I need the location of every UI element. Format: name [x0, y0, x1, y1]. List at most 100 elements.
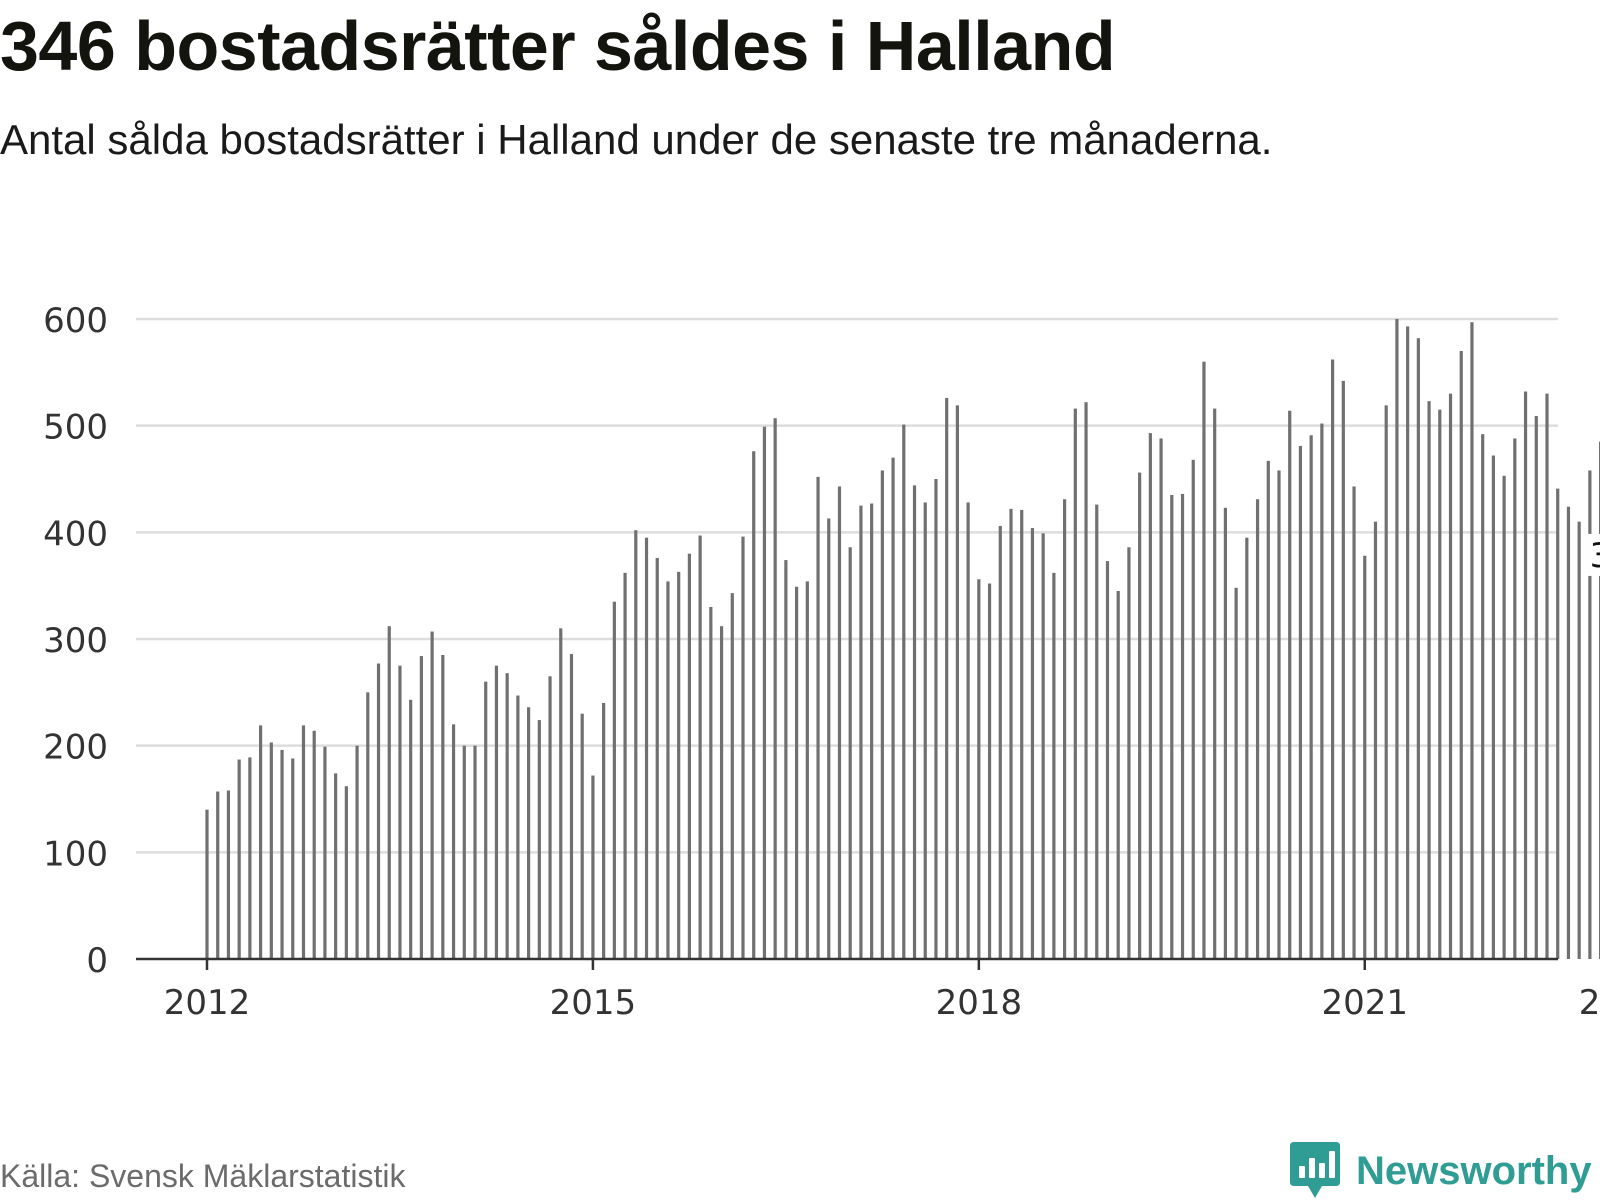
bar [998, 525, 1002, 959]
bar [795, 586, 799, 959]
bar [1116, 590, 1120, 959]
bar [623, 572, 627, 959]
bar [366, 692, 370, 959]
y-tick-label: 500 [43, 408, 108, 448]
bar [805, 581, 809, 959]
bar [870, 503, 874, 959]
bar [376, 663, 381, 959]
bar [537, 720, 541, 959]
bar [698, 535, 702, 959]
bar [484, 681, 488, 959]
bar [1513, 438, 1517, 959]
bar [612, 601, 616, 959]
bar [1030, 528, 1035, 959]
bar [494, 665, 499, 959]
x-tick-label: 2023 [1579, 983, 1600, 1023]
bar [430, 631, 434, 959]
bar [441, 654, 445, 959]
x-tick-label: 2012 [164, 983, 251, 1023]
bar [880, 470, 884, 959]
bar [1491, 455, 1495, 959]
bar [451, 724, 456, 959]
bar [548, 676, 552, 959]
bar [1438, 409, 1442, 959]
y-tick-label: 400 [43, 514, 108, 554]
chart-title: 346 bostadsrätter såldes i Halland [0, 7, 1116, 85]
bar [323, 746, 327, 959]
bar [1416, 338, 1420, 959]
bar [1352, 486, 1356, 959]
bar [634, 530, 638, 959]
bar [1395, 318, 1399, 960]
bar [1234, 587, 1238, 959]
bar [216, 791, 220, 959]
bar [677, 571, 681, 959]
bar [1309, 435, 1313, 959]
bar [205, 809, 209, 959]
x-axis-tick-labels: 2012 2015 2018 2021 2023 [164, 983, 1600, 1023]
bar [1148, 433, 1152, 959]
bar [1588, 470, 1592, 959]
bar [1180, 493, 1185, 959]
bar [1470, 322, 1474, 959]
bar [752, 451, 756, 959]
bar [1427, 401, 1431, 959]
bar [398, 665, 402, 959]
bar [334, 773, 338, 959]
y-axis-tick-labels: 0 100 200 300 400 500 600 [43, 301, 108, 981]
bar [569, 653, 574, 959]
bar [848, 547, 852, 959]
bar [1159, 438, 1163, 959]
bar [1373, 521, 1378, 959]
bar-chart-speech-bubble-icon [1290, 1142, 1340, 1198]
bar [1213, 408, 1217, 960]
bar [1577, 521, 1581, 959]
bar [291, 758, 295, 959]
bar [355, 745, 359, 959]
bar [859, 505, 863, 959]
bar [1341, 380, 1345, 959]
bar [473, 745, 477, 959]
bar [1223, 507, 1227, 959]
bar [1095, 504, 1099, 959]
bar [516, 695, 520, 959]
bar [1127, 547, 1131, 959]
chart-subtitle: Antal sålda bostadsrätter i Halland unde… [0, 116, 1273, 163]
bar [1277, 470, 1281, 959]
bar [891, 457, 895, 959]
bar [1170, 494, 1174, 959]
bar [1566, 506, 1571, 959]
y-tick-label: 100 [43, 834, 108, 874]
bar [527, 707, 531, 959]
bar [280, 749, 284, 959]
x-tick-label: 2015 [550, 983, 637, 1023]
bars [205, 318, 1600, 960]
bar [837, 486, 842, 959]
bar [816, 476, 820, 959]
bar [1459, 350, 1463, 960]
bar [1556, 488, 1560, 959]
highlight-label-backdrop [1588, 533, 1600, 576]
bar [923, 502, 927, 959]
bar [248, 757, 252, 959]
bar [312, 730, 316, 959]
x-tick-label: 2018 [936, 983, 1023, 1023]
bar [591, 775, 595, 959]
highlight-label: 346 [1588, 533, 1600, 576]
bar [269, 742, 273, 959]
bar [934, 478, 938, 959]
bar [666, 581, 670, 959]
bar [602, 702, 606, 959]
bar [462, 745, 466, 959]
bar [902, 424, 906, 959]
bar [1202, 361, 1206, 959]
bar [955, 405, 959, 959]
bar [655, 557, 659, 959]
bar [912, 485, 917, 959]
bar [1020, 509, 1024, 959]
bar [1523, 391, 1528, 959]
bar [966, 502, 970, 959]
bar [1138, 472, 1142, 959]
bar [987, 583, 992, 959]
bar [1191, 459, 1195, 959]
